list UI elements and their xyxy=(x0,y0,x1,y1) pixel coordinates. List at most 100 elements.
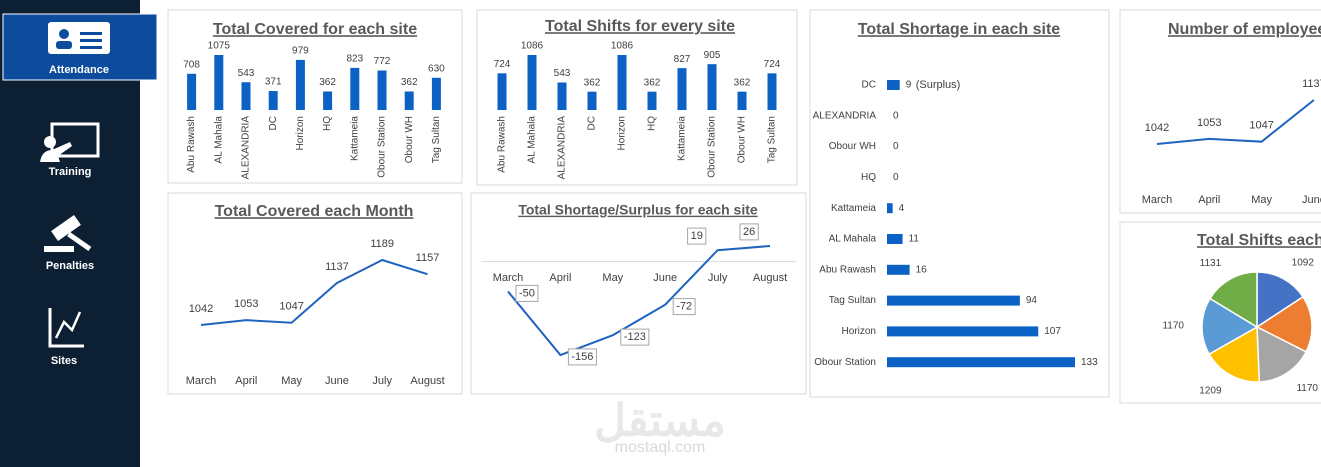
bar xyxy=(557,82,567,110)
bar xyxy=(377,70,387,110)
y-tick-label: ALEXANDRIA xyxy=(813,110,877,121)
annotation: (Surplus) xyxy=(916,79,961,91)
bar xyxy=(887,295,1020,306)
chart-title: Total Covered for each site xyxy=(213,21,417,38)
data-label: 0 xyxy=(893,172,899,183)
nav-sites[interactable]: Sites xyxy=(48,308,84,367)
bar xyxy=(404,91,414,110)
icon-part xyxy=(59,29,69,39)
data-label: 1170 xyxy=(1162,321,1184,332)
data-label: 543 xyxy=(554,68,571,79)
x-tick-label: Kattameia xyxy=(349,116,360,161)
data-label: 1047 xyxy=(1249,120,1273,132)
data-label: 26 xyxy=(743,226,755,238)
icon-part xyxy=(40,142,72,162)
x-tick-label: April xyxy=(549,272,571,284)
x-tick-label: May xyxy=(602,272,623,284)
line xyxy=(1156,99,1315,145)
y-tick-label: Tag Sultan xyxy=(829,295,876,306)
nav-penalties[interactable]: Penalties xyxy=(44,215,94,272)
nav-training[interactable]: Training xyxy=(40,122,100,178)
data-label: 362 xyxy=(584,77,601,88)
data-label: 107 xyxy=(1044,326,1061,337)
data-label: 0 xyxy=(893,141,899,152)
icon-part xyxy=(67,232,92,252)
x-tick-label: July xyxy=(372,375,392,387)
x-tick-label: Tag Sultan xyxy=(767,116,778,163)
chart-title: Total Shortage/Surplus for each site xyxy=(518,202,758,218)
data-label: 1092 xyxy=(1292,257,1315,268)
y-tick-label: HQ xyxy=(861,172,876,183)
data-label: 1086 xyxy=(521,41,544,52)
pie-slice xyxy=(1256,325,1308,383)
bar xyxy=(295,59,305,110)
chart-title: Total Shifts each xyxy=(1197,232,1321,249)
nav-label: Sites xyxy=(51,355,77,367)
label-box xyxy=(567,348,597,366)
data-label: -156 xyxy=(571,351,593,363)
bar xyxy=(887,326,1039,337)
x-tick-label: Obour WH xyxy=(737,116,748,163)
label-box xyxy=(515,284,539,302)
data-label: 94 xyxy=(1026,295,1038,306)
data-label: 905 xyxy=(704,50,721,61)
panel xyxy=(476,9,798,186)
x-tick-label: May xyxy=(281,375,302,387)
data-label: 1042 xyxy=(189,303,213,315)
bar xyxy=(887,203,893,214)
x-tick-label: June xyxy=(653,272,677,284)
pie-slice xyxy=(1255,295,1313,353)
pie-slice xyxy=(1201,297,1259,356)
bar xyxy=(587,91,597,110)
data-label: 1075 xyxy=(208,41,231,52)
pie-slice xyxy=(1208,271,1258,329)
y-tick-label: Horizon xyxy=(842,326,876,337)
bar xyxy=(887,357,1075,368)
bar xyxy=(887,80,900,90)
x-tick-label: HQ xyxy=(647,116,658,131)
bar xyxy=(677,68,687,110)
chart-title: Total Shifts for every site xyxy=(545,18,735,35)
icon-part xyxy=(80,46,102,49)
data-label: 1086 xyxy=(611,41,634,52)
x-tick-label: July xyxy=(708,272,728,284)
panel xyxy=(1119,9,1321,214)
icon-part xyxy=(44,246,74,252)
icon-part xyxy=(54,311,82,339)
x-tick-label: Abu Rawash xyxy=(186,116,197,173)
data-label: 362 xyxy=(734,77,751,88)
y-tick-label: Obour Station xyxy=(814,357,876,368)
data-label: 827 xyxy=(674,54,691,65)
chart-title: Number of employees xyxy=(1168,21,1321,38)
bar xyxy=(214,55,224,110)
data-label: 772 xyxy=(374,56,391,67)
bar xyxy=(647,91,657,110)
x-tick-label: Tag Sultan xyxy=(431,116,442,163)
x-tick-label: Horizon xyxy=(617,116,628,150)
data-label: 1170 xyxy=(1296,383,1318,394)
icon-part xyxy=(44,136,56,148)
y-tick-label: DC xyxy=(862,80,876,91)
x-tick-label: DC xyxy=(268,116,279,130)
x-tick-label: June xyxy=(325,375,349,387)
x-tick-label: DC xyxy=(587,116,598,130)
pie-slice xyxy=(1208,325,1261,383)
watermark: mostaql.com xyxy=(615,439,706,456)
gavel-icon xyxy=(51,215,81,241)
data-label: 1042 xyxy=(1145,122,1169,134)
data-label: 9 xyxy=(906,80,912,91)
x-tick-label: August xyxy=(410,375,444,387)
x-tick-label: Kattameia xyxy=(677,116,688,161)
nav-attendance[interactable]: Attendance xyxy=(2,13,158,81)
line xyxy=(507,245,771,357)
nav-label: Attendance xyxy=(49,64,109,76)
data-label: -50 xyxy=(519,287,535,299)
bar xyxy=(431,77,441,110)
data-label: 11 xyxy=(909,234,920,245)
x-tick-label: Horizon xyxy=(295,116,306,150)
y-tick-label: Kattameia xyxy=(831,203,876,214)
bar xyxy=(707,64,717,110)
panel xyxy=(167,192,463,395)
bar xyxy=(527,55,537,110)
data-label: 362 xyxy=(319,77,336,88)
